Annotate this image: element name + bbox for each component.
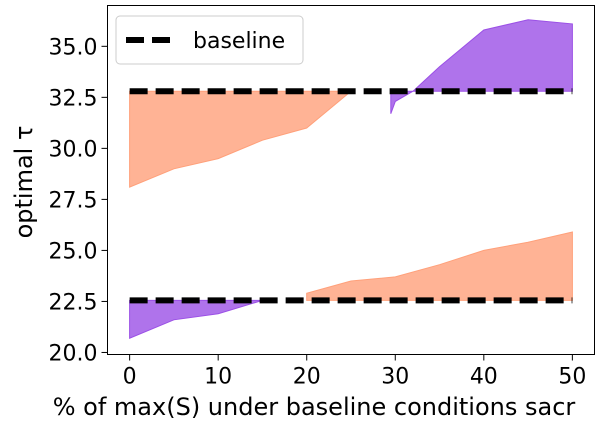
x-axis-label: % of max(S) under baseline conditions sa… [53,393,576,421]
y-tick-label: 32.5 [49,86,98,111]
x-tick-label: 30 [381,365,409,390]
fill-region-4 [306,231,573,301]
y-tick-label: 20.0 [49,341,98,366]
y-axis-ticks: 20.0 22.5 25.0 27.5 30.0 32.5 35.0 [49,35,108,366]
legend-box [115,15,304,65]
y-axis-label: optimal τ [10,126,38,239]
y-tick-label: 27.5 [49,188,98,213]
x-tick-label: 50 [558,365,586,390]
y-tick-label: 25.0 [49,239,98,264]
fill-region-2 [390,19,573,114]
y-tick-label: 35.0 [49,35,98,60]
legend: baseline [115,15,304,65]
plot-frame [107,5,595,355]
y-tick-label: 22.5 [49,290,98,315]
baseline-lines [129,88,573,304]
x-tick-label: 10 [204,365,232,390]
x-tick-label: 20 [293,365,321,390]
area-fills [129,19,573,339]
x-axis-ticks: 0 10 20 30 40 50 [123,354,586,390]
legend-label-baseline: baseline [193,29,285,54]
x-tick-label: 0 [123,365,137,390]
fill-region-1 [129,90,353,188]
x-tick-label: 40 [470,365,498,390]
y-tick-label: 30.0 [49,137,98,162]
fill-region-3 [129,299,263,339]
